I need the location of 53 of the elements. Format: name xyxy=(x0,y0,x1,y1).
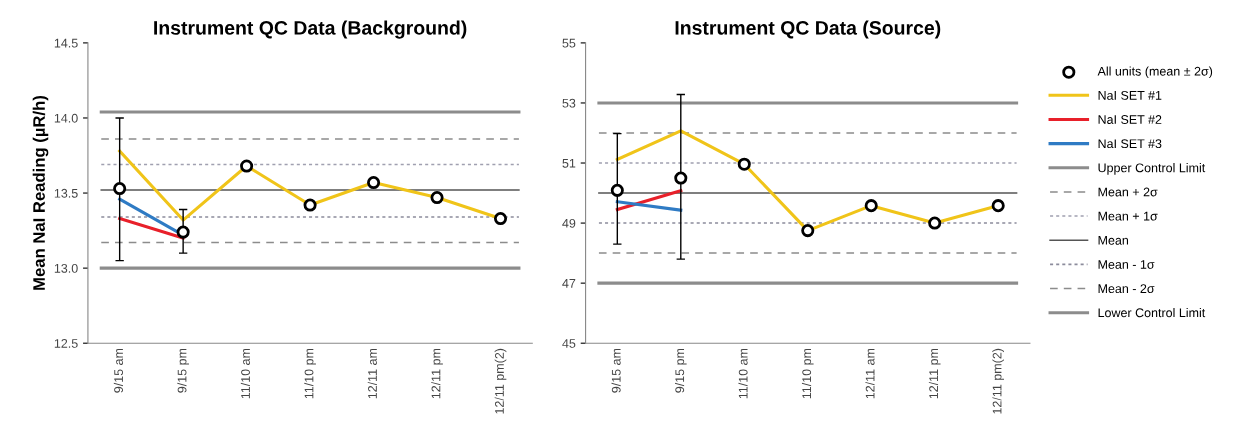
point xyxy=(610,183,624,197)
x-tick-label: 12/11 am xyxy=(367,348,377,399)
point xyxy=(928,216,942,230)
y-axis-title: Mean NaI Reading (µR/h) xyxy=(32,96,49,290)
legend-label: Mean - 1σ xyxy=(1098,260,1155,269)
point xyxy=(991,199,1005,213)
point xyxy=(737,157,751,171)
x-tick-label: 12/11 am xyxy=(865,348,875,399)
x-tick-label: 11/10 pm xyxy=(801,348,814,399)
legend-label: Mean - 2σ xyxy=(1098,284,1155,294)
chart-title: Instrument QC Data (Source) xyxy=(675,20,941,39)
point xyxy=(113,182,127,196)
legend-label: Upper Control Limit xyxy=(1098,163,1206,175)
y-tick-label: 53 xyxy=(562,98,576,108)
point xyxy=(493,212,508,226)
legend-label: All units (mean ± 2σ) xyxy=(1097,66,1213,79)
x-tick-label: 9/15 am xyxy=(113,348,124,393)
legend-label: NaI SET #3 xyxy=(1098,139,1162,149)
y-tick-label: 12.5 xyxy=(54,339,78,348)
x-tick-label: 12/11 pm(2) xyxy=(992,348,1005,414)
y-tick-label: 14.0 xyxy=(54,113,78,123)
y-tick-label: 13.0 xyxy=(54,263,78,273)
x-tick-label: 12/11 pm xyxy=(928,348,941,399)
point xyxy=(303,198,317,212)
y-tick-label: 45 xyxy=(562,339,576,348)
y-tick-label: 13.5 xyxy=(54,188,78,198)
x-tick-label: 9/15 am xyxy=(611,348,621,393)
point xyxy=(176,225,190,239)
x-tick-label: 11/10 am xyxy=(738,348,748,399)
point xyxy=(674,171,688,185)
x-tick-label: 11/10 am xyxy=(240,348,250,399)
point xyxy=(240,159,254,173)
x-tick-label: 9/15 pm xyxy=(177,348,189,393)
chart-title: Instrument QC Data (Background) xyxy=(154,20,467,39)
y-tick-label: 55 xyxy=(562,38,576,48)
x-tick-label: 11/10 pm xyxy=(304,348,316,399)
point xyxy=(801,224,815,238)
x-tick-label: 12/11 pm(2) xyxy=(494,348,507,414)
y-tick-label: 51 xyxy=(562,158,576,168)
legend-label: Lower Control Limit xyxy=(1098,307,1206,318)
legend-label: Mean + 2σ xyxy=(1098,187,1158,197)
point xyxy=(864,199,878,213)
y-tick-label: 47 xyxy=(562,279,576,288)
legend-label: Mean xyxy=(1098,235,1129,245)
legend-label: NaI SET #1 xyxy=(1098,90,1162,100)
legend-label: Mean + 1σ xyxy=(1098,211,1158,221)
point xyxy=(367,176,381,190)
point xyxy=(430,191,444,205)
legend-label: NaI SET #2 xyxy=(1098,115,1162,124)
y-tick-label: 14.5 xyxy=(54,38,78,48)
y-tick-label: 49 xyxy=(562,218,576,228)
x-tick-label: 9/15 pm xyxy=(674,348,687,393)
x-tick-label: 12/11 pm xyxy=(431,348,443,399)
